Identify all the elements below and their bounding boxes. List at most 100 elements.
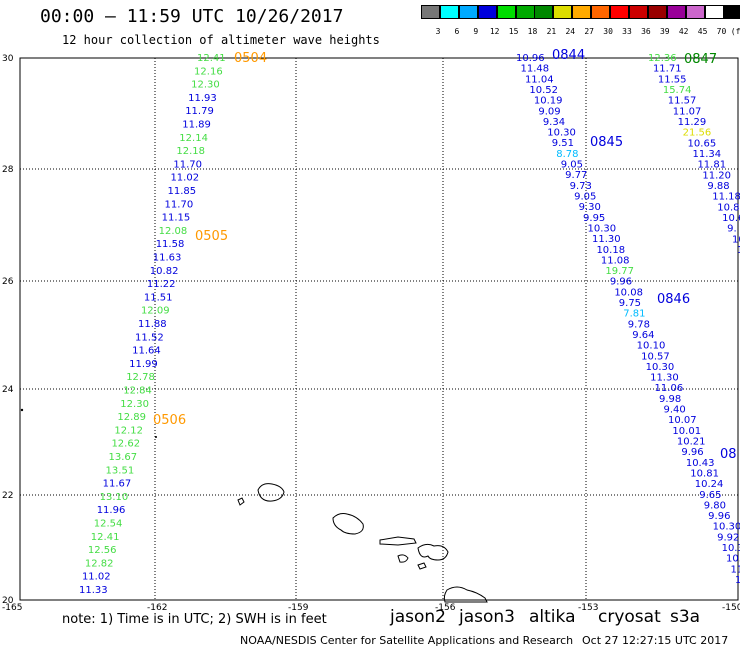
wave-height-value: 11.70 bbox=[165, 199, 194, 210]
wave-height-value: 11.89 bbox=[182, 120, 211, 131]
wave-height-value: 11.18 bbox=[712, 192, 740, 203]
wave-height-value: 12.30 bbox=[191, 80, 220, 91]
colorbar-label: (ft) bbox=[730, 27, 740, 36]
wave-height-value: 9. bbox=[727, 224, 737, 235]
colorbar-label: 70 bbox=[716, 27, 727, 36]
wave-height-value: 11.88 bbox=[138, 319, 167, 330]
wave-height-value: 11.29 bbox=[678, 117, 707, 128]
wave-height-value: 10 bbox=[737, 245, 740, 256]
wave-height-value: 10.01 bbox=[672, 426, 701, 437]
pass-time-label: 0845 bbox=[590, 135, 623, 150]
wave-height-value: 9.30 bbox=[579, 202, 601, 213]
wave-height-value: 9.98 bbox=[659, 394, 681, 405]
wave-height-value: 11.48 bbox=[520, 64, 549, 75]
wave-height-value: 15.74 bbox=[663, 85, 692, 96]
wave-height-value: 10.96 bbox=[516, 53, 545, 64]
wave-height-value: 9.88 bbox=[707, 181, 729, 192]
wave-height-value: 9.96 bbox=[610, 277, 632, 288]
wave-height-values: 12.41 12.16 12.30 11.93 11.79 11.89 12.14 12.18… bbox=[79, 53, 740, 596]
wave-height-value: 10.08 bbox=[614, 287, 643, 298]
colorbar-swatch bbox=[515, 5, 535, 19]
wave-height-value: 11.55 bbox=[658, 74, 687, 85]
wave-height-value: 12.30 bbox=[120, 399, 149, 410]
lon-label: -150 bbox=[722, 603, 740, 613]
colorbar-swatch bbox=[685, 5, 705, 19]
island-maui bbox=[417, 543, 449, 561]
colorbar-swatch bbox=[628, 5, 648, 19]
wave-height-value: 7.81 bbox=[623, 309, 645, 320]
wave-height-value: 10.52 bbox=[529, 85, 558, 96]
wave-height-value: 11.70 bbox=[173, 159, 202, 170]
lat-label: 24 bbox=[2, 385, 14, 395]
wave-height-value: 10.07 bbox=[668, 415, 697, 426]
wave-height-value: 21.56 bbox=[683, 128, 712, 139]
legend-jason3: jason3 bbox=[459, 607, 515, 627]
wave-height-value: 9.65 bbox=[699, 490, 721, 501]
wave-height-value: 11.30 bbox=[650, 373, 679, 384]
wave-height-value: 12.54 bbox=[94, 519, 123, 530]
wave-height-value: 19.77 bbox=[605, 266, 634, 277]
map-frame bbox=[19, 57, 739, 601]
wave-height-value: 9.80 bbox=[704, 500, 726, 511]
wave-height-value: 9.96 bbox=[708, 511, 730, 522]
map-title: 00:00 — 11:59 UTC 10/26/2017 bbox=[40, 6, 344, 27]
island-lanai bbox=[397, 554, 409, 563]
wave-height-value: 11.57 bbox=[668, 96, 697, 107]
wave-height-value: 11.04 bbox=[525, 74, 554, 85]
wave-height-value: 9.09 bbox=[538, 106, 560, 117]
wave-height-value: 11.52 bbox=[135, 332, 164, 343]
island-molokai bbox=[379, 536, 417, 546]
colorbar-label: 42 bbox=[678, 27, 689, 36]
wave-height-value: 9.05 bbox=[574, 191, 596, 202]
wave-height-value: 10.30 bbox=[713, 522, 740, 533]
lon-label: -162 bbox=[147, 603, 167, 613]
wave-height-value: 11.79 bbox=[185, 106, 214, 117]
island-oahu bbox=[332, 513, 364, 535]
colorbar-swatch bbox=[553, 5, 573, 19]
legend-s3a: s3a bbox=[670, 607, 701, 627]
wave-height-value: 11.07 bbox=[673, 106, 702, 117]
wave-height-value: 10.57 bbox=[641, 351, 670, 362]
wave-height-value: 12.82 bbox=[85, 558, 114, 569]
wave-height-value: 12.56 bbox=[88, 545, 117, 556]
wave-height-value: 11.81 bbox=[697, 160, 726, 171]
pass-time-label: 0844 bbox=[552, 48, 585, 63]
island-kauai bbox=[257, 483, 285, 502]
wave-height-value: 12.84 bbox=[123, 386, 152, 397]
wave-height-value: 11.99 bbox=[129, 359, 158, 370]
wave-height-value: 11.63 bbox=[153, 253, 182, 264]
wave-height-value: 12.41 bbox=[91, 532, 120, 543]
wave-height-value: 12.78 bbox=[126, 372, 155, 383]
pass-time-label: 0847 bbox=[684, 52, 717, 67]
wave-height-value: 11.08 bbox=[601, 255, 630, 266]
wave-height-value: 12.08 bbox=[159, 226, 188, 237]
colorbar-label: 9 bbox=[473, 27, 479, 36]
wave-height-value: 12.18 bbox=[176, 146, 205, 157]
wave-height-value: 11.06 bbox=[655, 383, 684, 394]
wave-height-value: 12.14 bbox=[179, 133, 208, 144]
colorbar-label: 33 bbox=[622, 27, 632, 36]
island-kahoolawe bbox=[417, 562, 427, 570]
map-subtitle: 12 hour collection of altimeter wave hei… bbox=[62, 33, 380, 47]
wave-height-value: 11.30 bbox=[592, 234, 621, 245]
wave-height-value: 11.22 bbox=[147, 279, 176, 290]
legend-altika: altika bbox=[529, 607, 576, 627]
wave-height-value: 11.02 bbox=[170, 173, 199, 184]
lon-label: -156 bbox=[435, 603, 456, 613]
pass-time-label: 0506 bbox=[153, 413, 186, 428]
wave-height-value: 10.6 bbox=[722, 213, 740, 224]
wave-height-value: 10 bbox=[735, 575, 740, 586]
wave-height-value: 11.58 bbox=[156, 239, 185, 250]
wave-height-value: 13.10 bbox=[100, 492, 129, 503]
colorbar-swatch bbox=[610, 5, 629, 19]
wave-height-value: 11.64 bbox=[132, 346, 161, 357]
wave-height-value: 9.96 bbox=[681, 447, 703, 458]
colorbar-swatch bbox=[458, 5, 478, 19]
wave-height-value: 10 bbox=[732, 234, 740, 245]
lon-label: -153 bbox=[578, 603, 598, 613]
lat-label: 30 bbox=[2, 54, 14, 64]
lon-label: -165 bbox=[2, 603, 22, 613]
wave-height-value: 10.82 bbox=[150, 266, 179, 277]
lat-label: 22 bbox=[2, 491, 13, 501]
wave-height-value: 9.51 bbox=[552, 138, 574, 149]
